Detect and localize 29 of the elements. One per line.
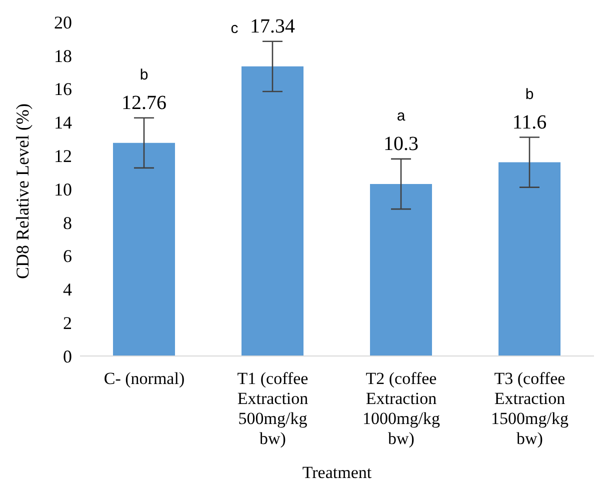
y-tick-label: 14: [54, 112, 72, 133]
annotation: a: [396, 107, 406, 124]
annotation: b: [525, 86, 534, 103]
y-tick-label: 8: [63, 212, 72, 233]
data-label: 10.3: [384, 132, 418, 155]
annotation: c: [230, 20, 239, 37]
y-tick-label: 20: [54, 12, 72, 32]
y-axis-title: CD8 Relative Level (%): [12, 104, 32, 279]
y-tick-label: 12: [54, 146, 72, 166]
y-tick-label: 18: [54, 46, 72, 66]
data-label: 12.76: [122, 92, 166, 114]
bar: [498, 162, 560, 356]
data-label: 11.6: [512, 111, 547, 134]
bar: [370, 184, 432, 356]
annotation: b: [140, 66, 148, 84]
bar: [113, 142, 175, 356]
x-tick-label: T3 (coffee Extraction 1500mg/kg bw): [491, 369, 569, 448]
y-tick-label: 10: [54, 179, 72, 200]
data-label: 17.34: [250, 15, 295, 38]
bar: [242, 66, 304, 356]
y-tick-label: 4: [63, 280, 72, 300]
y-tick-label: 2: [63, 312, 72, 333]
y-tick-label: 6: [63, 246, 72, 266]
y-tick-label: 16: [54, 79, 72, 100]
x-tick-label: T1 (coffee Extraction 500mg/kg bw): [237, 369, 309, 448]
x-tick-label: T2 (coffee Extraction 1000mg/kg bw): [362, 369, 440, 448]
x-tick-label: C- (normal): [104, 369, 185, 388]
y-tick-label: 0: [63, 346, 72, 366]
x-axis-title: Treatment: [302, 463, 372, 482]
